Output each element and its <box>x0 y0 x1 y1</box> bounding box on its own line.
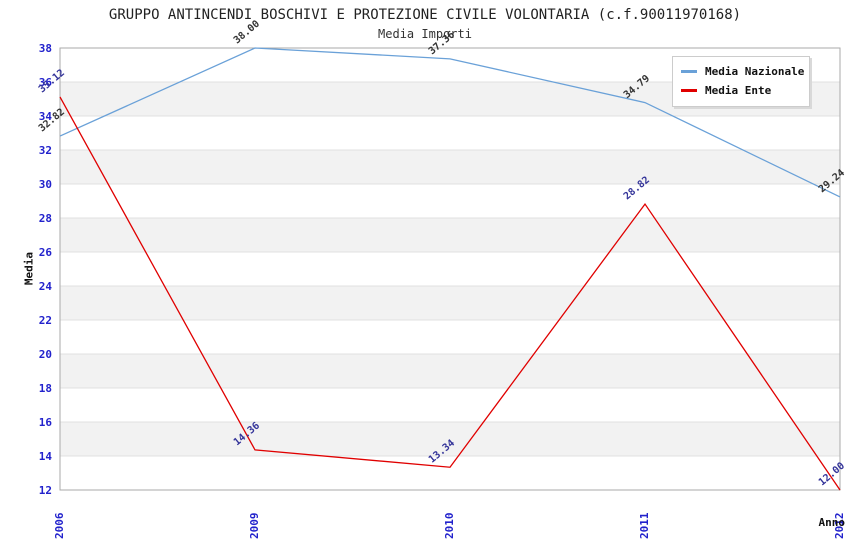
plot-band <box>60 184 840 218</box>
y-tick-label: 24 <box>39 280 53 293</box>
x-tick-label: 2009 <box>248 513 261 540</box>
plot-band <box>60 150 840 184</box>
y-tick-label: 38 <box>39 42 52 55</box>
legend-item-media-nazionale: Media Nazionale <box>681 62 805 81</box>
y-tick-label: 16 <box>39 416 53 429</box>
y-tick-label: 18 <box>39 382 52 395</box>
y-tick-label: 20 <box>39 348 52 361</box>
media-nazionale-line-swatch <box>681 70 697 73</box>
x-tick-label: 2010 <box>443 513 456 540</box>
chart-subtitle: Media Importi <box>378 27 472 41</box>
x-tick-label: 2012 <box>833 513 846 540</box>
plot-border <box>59 47 841 491</box>
y-tick-label: 32 <box>39 144 52 157</box>
y-tick-label: 12 <box>39 484 52 497</box>
y-tick-label: 22 <box>39 314 52 327</box>
y-tick-label: 14 <box>39 450 53 463</box>
legend-item-media-ente: Media Ente <box>681 81 801 100</box>
plot-band <box>60 456 840 490</box>
y-tick-label: 36 <box>39 76 53 89</box>
y-axis-title: Media <box>22 251 36 286</box>
y-tick-label: 34 <box>39 110 53 123</box>
chart-title: GRUPPO ANTINCENDI BOSCHIVI E PROTEZIONE … <box>108 7 742 23</box>
plot-band <box>60 354 840 388</box>
y-tick-label: 28 <box>39 212 52 225</box>
plot-band <box>60 252 840 286</box>
y-tick-label: 26 <box>39 246 53 259</box>
x-axis-title: Anno <box>818 516 846 529</box>
y-tick-label: 30 <box>39 178 52 191</box>
series-line-media-nazionale <box>59 47 841 198</box>
x-tick-label: 2011 <box>638 512 651 539</box>
series-line-media-ente <box>59 96 841 491</box>
plot-band <box>60 422 840 456</box>
plot-band <box>60 388 840 422</box>
plot-band <box>60 286 840 320</box>
x-tick-label: 2006 <box>53 512 66 539</box>
data-point-label: 38.00 <box>232 19 262 47</box>
legend-label: Media Nazionale <box>705 65 805 78</box>
media-ente-line-swatch <box>681 89 697 92</box>
plot-band <box>60 218 840 252</box>
plot-band <box>60 320 840 354</box>
legend: Media Nazionale Media Ente <box>672 56 810 107</box>
legend-label: Media Ente <box>705 84 772 97</box>
plot-band <box>60 116 840 150</box>
